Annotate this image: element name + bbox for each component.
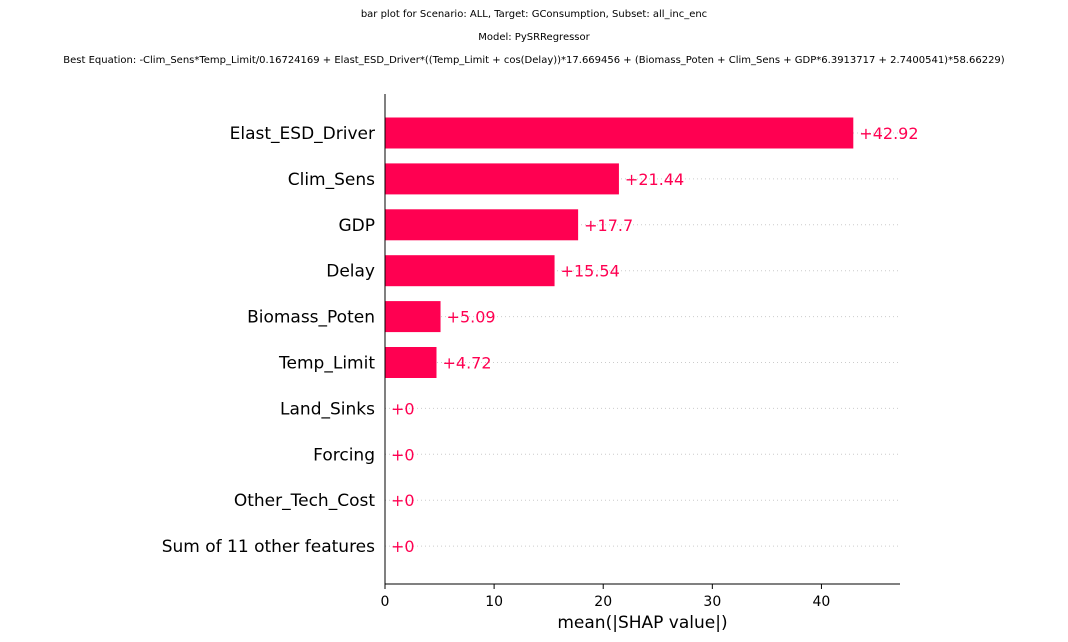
category-label: Clim_Sens: [288, 170, 375, 190]
value-label: +5.09: [447, 308, 496, 327]
category-label: GDP: [338, 216, 375, 236]
category-label: Other_Tech_Cost: [234, 491, 375, 511]
category-label: Temp_Limit: [278, 354, 375, 374]
x-tick-label: 10: [485, 594, 503, 610]
chart-title: bar plot for Scenario: ALL, Target: GCon…: [360, 9, 708, 20]
category-label: Elast_ESD_Driver: [230, 124, 375, 144]
category-label: Delay: [326, 262, 375, 282]
bar-biomass-poten: [385, 301, 441, 333]
bar-elast-esd-driver: [385, 117, 854, 149]
x-tick-label: 0: [381, 594, 390, 610]
bar-temp-limit: [385, 347, 437, 378]
value-label: +4.72: [443, 354, 492, 373]
value-label: +42.92: [859, 124, 918, 143]
value-label: +21.44: [625, 170, 684, 189]
bar-clim-sens: [385, 163, 619, 195]
x-tick-label: 30: [703, 594, 721, 610]
category-label: Sum of 11 other features: [162, 537, 375, 557]
category-label: Forcing: [313, 445, 375, 465]
value-label: +17.7: [584, 216, 633, 235]
value-label: +0: [391, 491, 415, 510]
bar-delay: [385, 255, 555, 287]
value-label: +0: [391, 445, 415, 464]
x-tick-label: 20: [594, 594, 612, 610]
category-label: Land_Sinks: [280, 399, 375, 419]
x-tick-label: 40: [813, 594, 831, 610]
category-label: Biomass_Poten: [247, 308, 375, 328]
value-label: +0: [391, 537, 415, 556]
value-label: +0: [391, 399, 415, 418]
chart-subtitle-model: Model: PySRRegressor: [478, 32, 590, 43]
x-axis-label: mean(|SHAP value|): [557, 613, 727, 633]
value-label: +15.54: [561, 262, 620, 281]
chart-subtitle-equation: Best Equation: -Clim_Sens*Temp_Limit/0.1…: [63, 55, 1005, 66]
bar-gdp: [385, 209, 579, 241]
